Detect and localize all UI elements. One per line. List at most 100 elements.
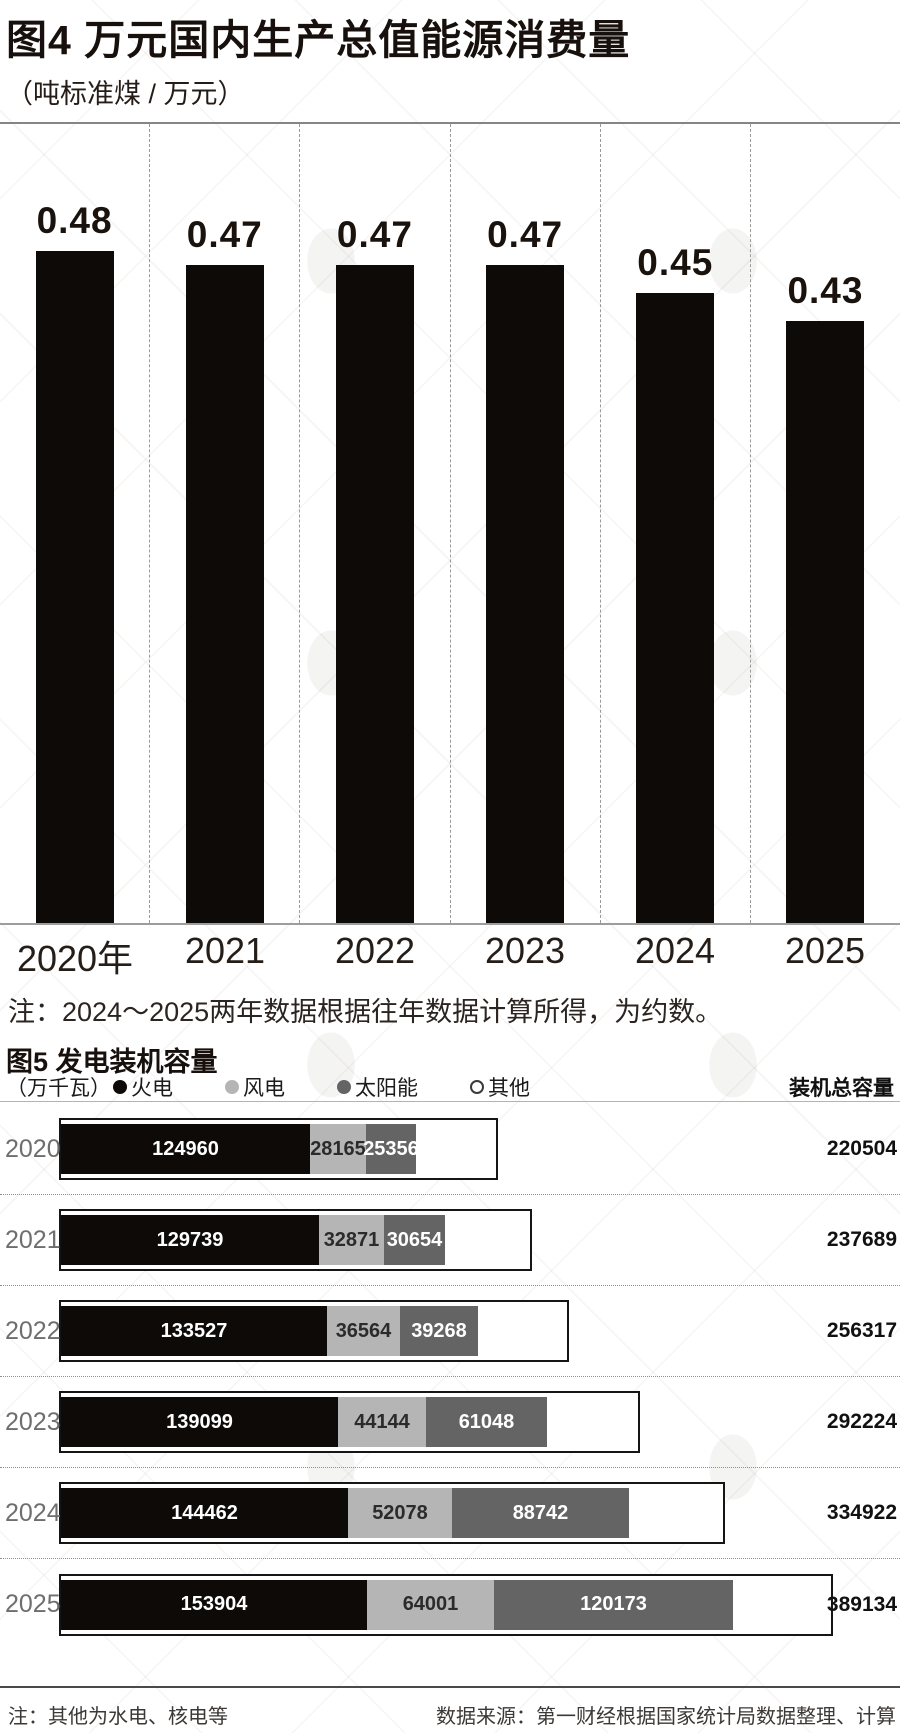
figure5-rows: 2020 124960 28165 25356 220504 2021 129739 3287… (0, 1104, 900, 1650)
segment-风电: 28165 (310, 1124, 366, 1174)
bar-stack: 0.47 (300, 214, 449, 923)
figure4-unit-label: （吨标准煤 / 万元） (6, 79, 245, 109)
row-total-value: 237689 (826, 1228, 897, 1251)
bar (335, 265, 414, 923)
bar-value-label: 0.47 (487, 214, 564, 255)
bar (35, 251, 114, 923)
legend-dot-icon (113, 1080, 127, 1094)
segment-风电: 64001 (367, 1579, 494, 1630)
capacity-row: 2024 144462 52078 88742 334922 (0, 1468, 900, 1559)
legend-item: 火电 (113, 1072, 173, 1102)
row-year-label: 2025 (5, 1590, 61, 1618)
capacity-row: 2022 133527 36564 39268 256317 (0, 1286, 900, 1377)
segment-风电: 44144 (338, 1397, 426, 1447)
segment-火电: 153904 (61, 1579, 367, 1630)
capacity-row: 2025 153904 64001 120173 389134 (0, 1559, 900, 1650)
legend-items: 火电 风电 太阳能 其他 (113, 1072, 582, 1102)
bar-value-label: 0.47 (336, 214, 413, 255)
figure4-x-axis-labels: 2020年 2021 2022 2023 2024 2025 (0, 930, 900, 982)
segment-火电: 129739 (61, 1215, 319, 1265)
legend-dot-icon (225, 1080, 239, 1094)
figure5-note: 注：其他为水电、核电等 (8, 1706, 228, 1728)
x-axis-tick-label: 2022 (334, 930, 416, 971)
segment-火电: 133527 (61, 1306, 327, 1356)
legend-hollow-dot-icon (470, 1080, 484, 1094)
row-total-value: 292224 (826, 1410, 897, 1433)
legend-dot-icon (337, 1080, 351, 1094)
segment-太阳能: 120173 (494, 1579, 733, 1630)
bar-stack: 0.47 (451, 214, 600, 923)
segment-火电: 124960 (61, 1124, 310, 1174)
bar-stack: 0.47 (150, 214, 299, 923)
total-capacity-box: 129739 32871 30654 (59, 1209, 532, 1271)
x-axis-tick-label: 2023 (484, 930, 566, 971)
row-year-label: 2020 (5, 1134, 61, 1163)
figure4-column: 0.47 (451, 124, 601, 923)
bar (636, 293, 715, 923)
figure4-plot-area: 0.48 0.47 0.47 0.47 0.45 0.43 (0, 122, 900, 925)
bar-stack: 0.48 (0, 200, 149, 923)
figure4-column: 0.47 (150, 124, 301, 923)
x-axis-tick-label: 2020年 (16, 938, 134, 979)
figure4-column: 0.47 (300, 124, 451, 923)
row-year-label: 2023 (5, 1407, 61, 1436)
figure4-note: 注：2024～2025两年数据根据往年数据计算所得，为约数。 (8, 997, 723, 1027)
total-capacity-box: 153904 64001 120173 (59, 1573, 833, 1636)
legend-label: 太阳能 (355, 1077, 418, 1100)
segment-太阳能: 39268 (400, 1306, 478, 1356)
capacity-row: 2021 129739 32871 30654 237689 (0, 1195, 900, 1286)
bar-stack: 0.45 (601, 242, 750, 923)
bar-value-label: 0.43 (787, 270, 864, 311)
bar (185, 265, 264, 923)
row-year-label: 2022 (5, 1316, 61, 1345)
legend-item: 风电 (225, 1072, 285, 1102)
footer-divider (0, 1686, 900, 1688)
figure4-column: 0.45 (601, 124, 751, 923)
segment-太阳能: 88742 (452, 1488, 629, 1538)
bar (786, 321, 865, 923)
row-total-value: 220504 (826, 1137, 897, 1160)
legend-label: 其他 (488, 1077, 530, 1100)
row-year-label: 2021 (5, 1225, 61, 1254)
data-source-note: 数据来源：第一财经根据国家统计局数据整理、计算 (436, 1706, 896, 1728)
figure4-column: 0.43 (751, 124, 900, 923)
figure5-legend: （万千瓦） 火电 风电 太阳能 其他 装机总容量 (6, 1072, 894, 1102)
total-capacity-header: 装机总容量 (789, 1077, 894, 1100)
row-total-value: 389134 (826, 1592, 897, 1616)
figure5-unit-label: （万千瓦） (6, 1077, 111, 1100)
figure4-column: 0.48 (0, 124, 151, 923)
x-axis-tick-label: 2025 (784, 930, 866, 971)
segment-火电: 144462 (61, 1488, 348, 1538)
bar-value-label: 0.48 (36, 200, 113, 241)
capacity-row: 2020 124960 28165 25356 220504 (0, 1104, 900, 1195)
total-capacity-box: 133527 36564 39268 (59, 1300, 569, 1362)
figure4-title: 图4 万元国内生产总值能源消费量 (6, 17, 631, 63)
x-axis-tick-label: 2024 (634, 930, 716, 971)
figure5-title: 图5 发电装机容量 (6, 1047, 218, 1077)
legend-label: 风电 (243, 1077, 285, 1100)
bar-value-label: 0.45 (637, 242, 714, 283)
x-axis-tick-label: 2021 (184, 930, 266, 971)
row-year-label: 2024 (5, 1498, 61, 1527)
legend-item: 其他 (470, 1072, 530, 1102)
bar-value-label: 0.47 (186, 214, 263, 255)
legend-label: 火电 (131, 1077, 173, 1100)
row-total-value: 334922 (826, 1501, 897, 1524)
segment-太阳能: 30654 (384, 1215, 445, 1265)
segment-太阳能: 61048 (426, 1397, 547, 1447)
total-capacity-box: 144462 52078 88742 (59, 1482, 725, 1544)
bar (486, 265, 565, 923)
total-capacity-box: 139099 44144 61048 (59, 1391, 640, 1453)
segment-风电: 52078 (348, 1488, 452, 1538)
segment-风电: 36564 (327, 1306, 400, 1356)
total-capacity-box: 124960 28165 25356 (59, 1118, 498, 1180)
capacity-row: 2023 139099 44144 61048 292224 (0, 1377, 900, 1468)
segment-太阳能: 25356 (363, 1124, 419, 1174)
segment-火电: 139099 (61, 1397, 338, 1447)
legend-item: 太阳能 (337, 1072, 418, 1102)
segment-风电: 32871 (319, 1215, 384, 1265)
bar-stack: 0.43 (751, 270, 900, 923)
legend-divider (0, 1101, 900, 1102)
row-total-value: 256317 (826, 1319, 897, 1342)
